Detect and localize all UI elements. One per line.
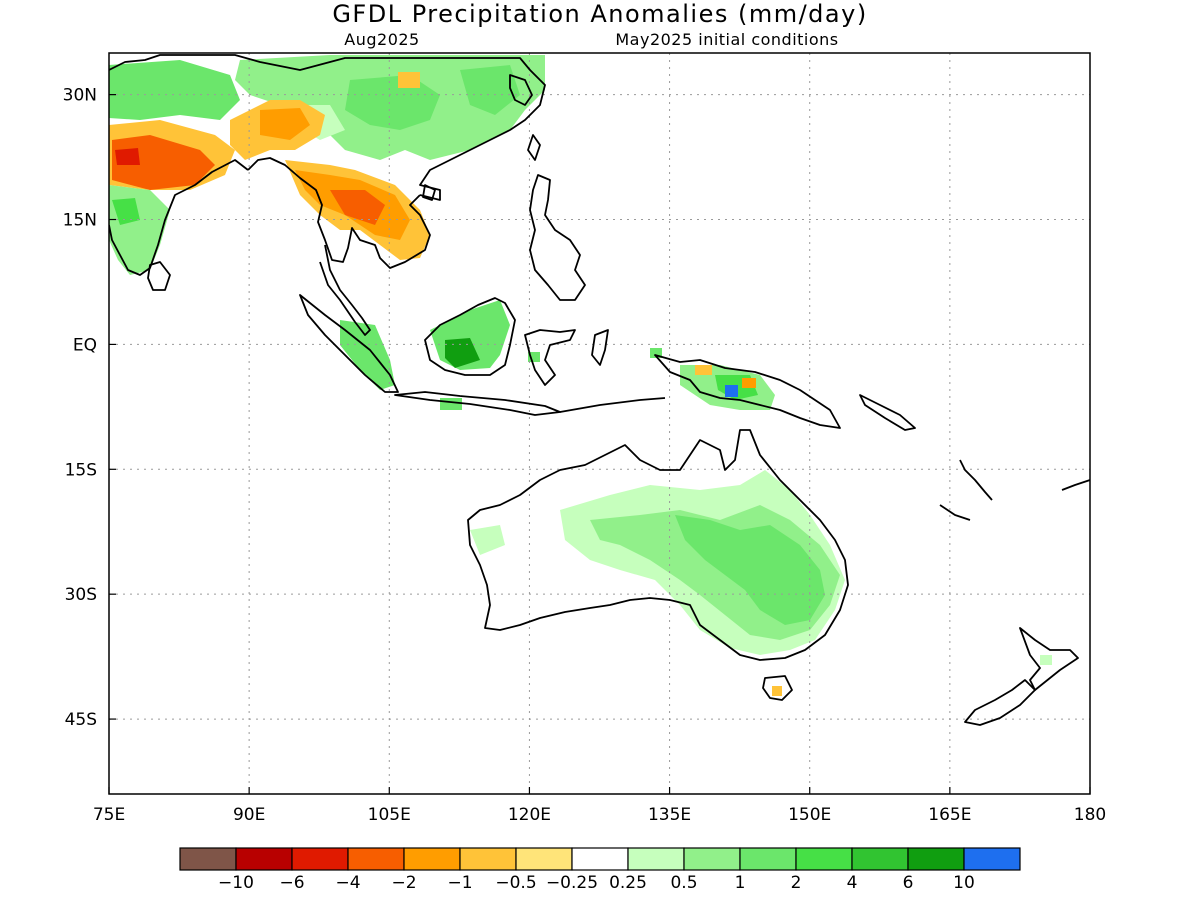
colorbar-label: −6	[279, 873, 304, 893]
coastline-lesser-sundas	[559, 397, 666, 413]
colorbar-swatch	[795, 847, 853, 871]
colorbar-label: −1	[447, 873, 472, 893]
colorbar-label: 1	[735, 873, 746, 893]
anomaly-patch-australia-green	[675, 515, 825, 625]
anomaly-patch-china-green	[345, 75, 440, 130]
anomaly-patch-nw-india-green	[109, 60, 240, 120]
colorbar-swatch	[291, 847, 349, 871]
anomaly-patch-png-blue	[725, 385, 738, 397]
colorbar-swatch	[907, 847, 965, 871]
anomaly-patch-java-green	[440, 398, 462, 410]
coastline-australia	[467, 429, 849, 661]
colorbar-label: 0.25	[609, 873, 647, 893]
colorbar-swatch	[515, 847, 573, 871]
y-tick-label: 15S	[65, 460, 97, 480]
x-tick-label: 180	[1074, 805, 1106, 825]
coastline-taiwan	[527, 134, 541, 161]
anomaly-patch-himalaya-dry-orange	[260, 108, 310, 140]
colorbar-swatch	[571, 847, 629, 871]
x-tick-label: 90E	[233, 805, 265, 825]
anomaly-patch-borneo-dark	[445, 338, 480, 368]
anomaly-patch-india-dry-red	[115, 148, 140, 165]
coastline-solomons	[859, 394, 916, 431]
colorbar-label: −2	[391, 873, 416, 893]
x-tick-label: 75E	[93, 805, 125, 825]
anomaly-patch-png-dry-west	[695, 365, 712, 375]
map-frame	[108, 52, 1091, 795]
coastline-new-zealand-north	[1019, 627, 1079, 691]
subtitle-right: May2025 initial conditions	[615, 30, 838, 49]
coastline-sri-lanka	[147, 261, 171, 291]
coastline-sulawesi	[524, 329, 576, 386]
map-title: GFDL Precipitation Anomalies (mm/day)	[332, 0, 867, 28]
x-tick-label: 105E	[368, 805, 411, 825]
anomaly-patch-png-dry	[742, 378, 756, 388]
coastline-moluccas	[591, 329, 609, 366]
coastlines	[109, 54, 1090, 726]
anomaly-patch-nz-pale	[1040, 655, 1052, 665]
colorbar-swatch	[235, 847, 293, 871]
colorbar-swatch	[963, 847, 1021, 871]
coastline-korea	[509, 74, 533, 106]
coastline-hainan	[422, 184, 436, 201]
colorbar-swatch	[739, 847, 797, 871]
colorbar-label: −10	[218, 873, 254, 893]
coastline-vanuatu-fiji	[939, 459, 1090, 521]
x-axis: 75E 90E 105E 120E 135E 150E 165E 180	[93, 787, 1106, 825]
y-tick-label: 30S	[65, 585, 97, 605]
anomaly-patch-china-green-east	[460, 65, 520, 115]
colorbar-label: 0.5	[670, 873, 697, 893]
coastline-asia-north	[109, 54, 546, 201]
colorbar-label: 6	[903, 873, 914, 893]
colorbar-swatch	[851, 847, 909, 871]
coastline-sumatra	[299, 294, 399, 393]
coastline-tasmania	[762, 675, 793, 701]
map-gridlines	[109, 53, 1090, 794]
coastline-borneo	[424, 297, 516, 376]
colorbar-label: 2	[791, 873, 802, 893]
colorbar: −10 −6 −4 −2 −1 −0.5 −0.25 0.25 0.5 1 2 4 6 10	[179, 847, 1021, 893]
anomaly-field	[109, 55, 1052, 696]
colorbar-label: −0.5	[495, 873, 536, 893]
colorbar-swatch	[683, 847, 741, 871]
colorbar-swatch	[179, 847, 237, 871]
colorbar-label: 10	[953, 873, 975, 893]
y-tick-label: 30N	[63, 86, 97, 106]
colorbar-swatch	[347, 847, 405, 871]
coastline-new-zealand-south	[964, 679, 1036, 726]
anomaly-patch-s-india-green	[112, 198, 140, 225]
colorbar-label: −0.25	[546, 873, 598, 893]
x-tick-label: 120E	[508, 805, 551, 825]
y-tick-label: EQ	[73, 335, 97, 355]
colorbar-label: −4	[335, 873, 360, 893]
x-tick-label: 135E	[648, 805, 691, 825]
anomaly-patch-indochina-dry-deep	[330, 190, 385, 225]
x-tick-label: 165E	[928, 805, 971, 825]
coastline-india	[109, 159, 249, 276]
y-tick-label: 15N	[63, 211, 97, 231]
map-plot-area	[109, 53, 1090, 794]
colorbar-label: 4	[847, 873, 858, 893]
y-axis: 30N 15N EQ 15S 30S 45S	[63, 86, 116, 730]
coastline-new-guinea	[654, 354, 841, 429]
subtitle-left: Aug2025	[344, 30, 419, 49]
anomaly-patch-china-dry-dot	[398, 72, 420, 88]
x-tick-label: 150E	[788, 805, 831, 825]
coastline-malay-peninsula	[319, 244, 371, 336]
map-background	[109, 53, 1090, 794]
y-tick-label: 45S	[65, 710, 97, 730]
colorbar-swatch	[459, 847, 517, 871]
colorbar-swatch	[627, 847, 685, 871]
anomaly-patch-tasmania-dry	[772, 686, 782, 696]
coastline-philippines	[529, 174, 586, 301]
coastline-indochina	[247, 157, 431, 269]
colorbar-swatch	[403, 847, 461, 871]
